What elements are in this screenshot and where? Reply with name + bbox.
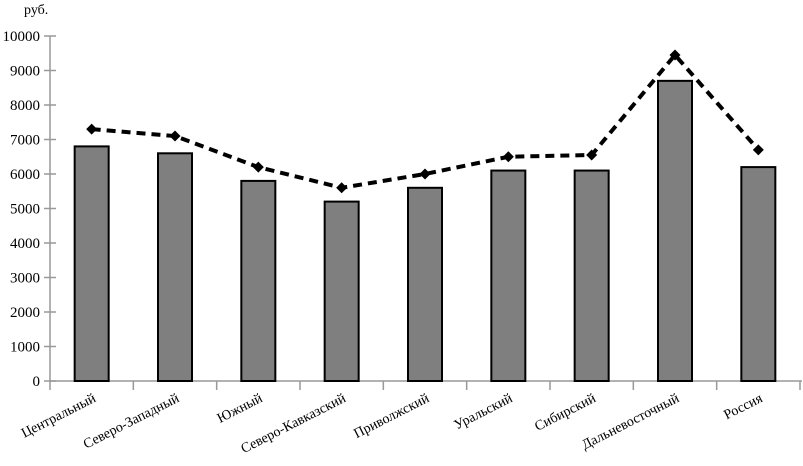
y-tick-label: 7000 <box>10 133 40 149</box>
bar <box>407 186 443 382</box>
diamond-marker <box>419 168 431 180</box>
y-tick-label: 8000 <box>10 98 40 114</box>
y-tick-label: 0 <box>33 374 41 390</box>
diamond-marker <box>669 49 681 61</box>
bar <box>323 200 360 382</box>
y-tick-label: 6000 <box>10 167 40 183</box>
y-axis-title: руб. <box>24 3 48 18</box>
bar <box>240 179 277 382</box>
y-tick-label: 5000 <box>10 202 40 218</box>
y-tick-label: 10000 <box>3 29 41 45</box>
diamond-marker <box>86 123 98 135</box>
y-tick-label: 2000 <box>10 305 40 321</box>
x-category-label: Россия <box>722 391 766 423</box>
x-category-label: Центральный <box>19 391 99 441</box>
y-tick-label: 3000 <box>10 271 40 287</box>
x-category-label: Южный <box>215 391 266 427</box>
y-tick-label: 9000 <box>10 64 40 80</box>
bar <box>157 152 193 382</box>
x-category-label: Уральский <box>452 391 516 433</box>
diamond-marker <box>752 144 764 156</box>
y-tick-label: 1000 <box>10 340 40 356</box>
bar <box>490 169 527 382</box>
diamond-marker <box>336 182 348 194</box>
bar <box>740 166 777 382</box>
diamond-marker <box>502 151 514 163</box>
x-category-label: Северо-Западный <box>81 391 182 452</box>
bar <box>657 79 693 382</box>
line-series <box>91 51 760 190</box>
bar <box>73 145 110 382</box>
y-tick-label: 4000 <box>10 236 40 252</box>
x-category-label: Сибирский <box>532 391 598 435</box>
bar <box>573 169 610 382</box>
diamond-marker <box>169 130 181 142</box>
diamond-marker <box>252 161 264 173</box>
diamond-marker <box>586 149 598 161</box>
x-category-label: Приволжский <box>352 391 433 442</box>
